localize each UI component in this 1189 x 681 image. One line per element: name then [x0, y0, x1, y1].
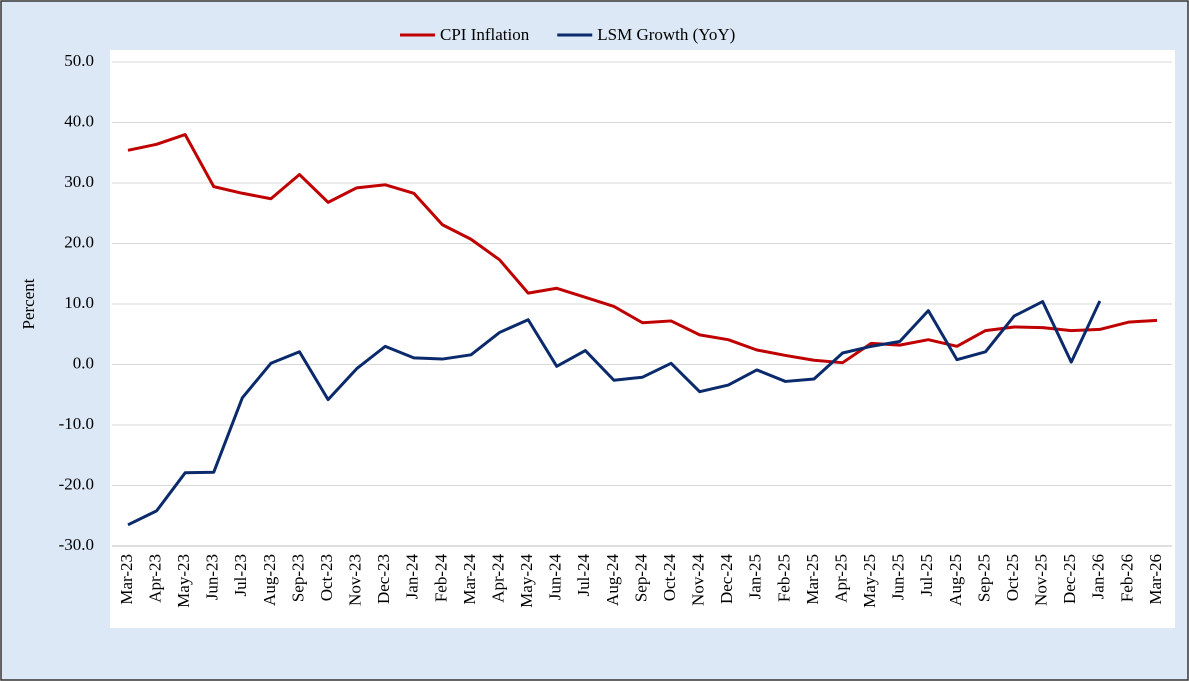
- x-tick-label: Jul-24: [574, 554, 593, 597]
- series-line: [127, 300, 1102, 527]
- x-tick-label: Jul-23: [231, 554, 250, 597]
- x-tick-label: Jan-26: [1089, 554, 1108, 599]
- x-tick-label: Mar-23: [117, 554, 136, 605]
- y-axis-label: Percent: [19, 278, 38, 329]
- y-tick-label: 30.0: [64, 172, 94, 191]
- x-tick-label: Nov-25: [1032, 554, 1051, 606]
- x-tick-label: Jan-25: [746, 554, 765, 599]
- x-tick-label: Feb-25: [774, 554, 793, 602]
- x-tick-label: Sep-25: [974, 554, 993, 602]
- x-tick-label: Nov-23: [346, 554, 365, 606]
- x-tick-label: Sep-24: [631, 554, 650, 603]
- legend-label: LSM Growth (YoY): [597, 25, 735, 44]
- x-tick-label: Dec-24: [717, 554, 736, 605]
- legend-label: CPI Inflation: [440, 25, 530, 44]
- y-tick-label: 20.0: [64, 232, 94, 251]
- x-tick-label: Mar-26: [1146, 554, 1165, 605]
- y-tick-label: -30.0: [59, 535, 94, 554]
- x-tick-label: Mar-24: [460, 554, 479, 605]
- y-tick-label: 40.0: [64, 111, 94, 130]
- x-tick-label: May-24: [517, 554, 536, 608]
- x-tick-label: May-23: [174, 554, 193, 608]
- x-tick-label: Sep-23: [288, 554, 307, 602]
- y-tick-label: -20.0: [59, 474, 94, 493]
- x-tick-label: Dec-23: [374, 554, 393, 604]
- x-tick-label: Jun-25: [889, 554, 908, 600]
- x-tick-label: May-25: [860, 554, 879, 608]
- y-tick-label: 10.0: [64, 293, 94, 312]
- x-tick-label: Apr-23: [145, 554, 164, 603]
- x-tick-label: Jun-24: [546, 554, 565, 601]
- x-tick-label: Oct-25: [1003, 554, 1022, 601]
- x-tick-label: Jan-24: [403, 554, 422, 600]
- x-tick-label: Feb-26: [1117, 554, 1136, 602]
- x-tick-label: Jul-25: [917, 554, 936, 597]
- x-tick-label: Nov-24: [689, 554, 708, 606]
- y-tick-label: 50.0: [64, 51, 94, 70]
- x-tick-label: Oct-24: [660, 554, 679, 602]
- plot-area: [110, 50, 1175, 628]
- x-tick-label: Aug-24: [603, 554, 622, 606]
- x-tick-label: Aug-25: [946, 554, 965, 606]
- x-tick-label: Jun-23: [203, 554, 222, 600]
- y-tick-label: -10.0: [59, 414, 94, 433]
- x-tick-label: Dec-25: [1060, 554, 1079, 604]
- x-tick-label: Mar-25: [803, 554, 822, 605]
- x-tick-label: Apr-24: [488, 554, 507, 603]
- x-tick-label: Oct-23: [317, 554, 336, 601]
- series-line: [127, 133, 1158, 365]
- x-tick-label: Aug-23: [260, 554, 279, 606]
- x-tick-label: Feb-24: [431, 554, 450, 603]
- y-tick-label: 0.0: [73, 353, 94, 372]
- x-tick-label: Apr-25: [831, 554, 850, 603]
